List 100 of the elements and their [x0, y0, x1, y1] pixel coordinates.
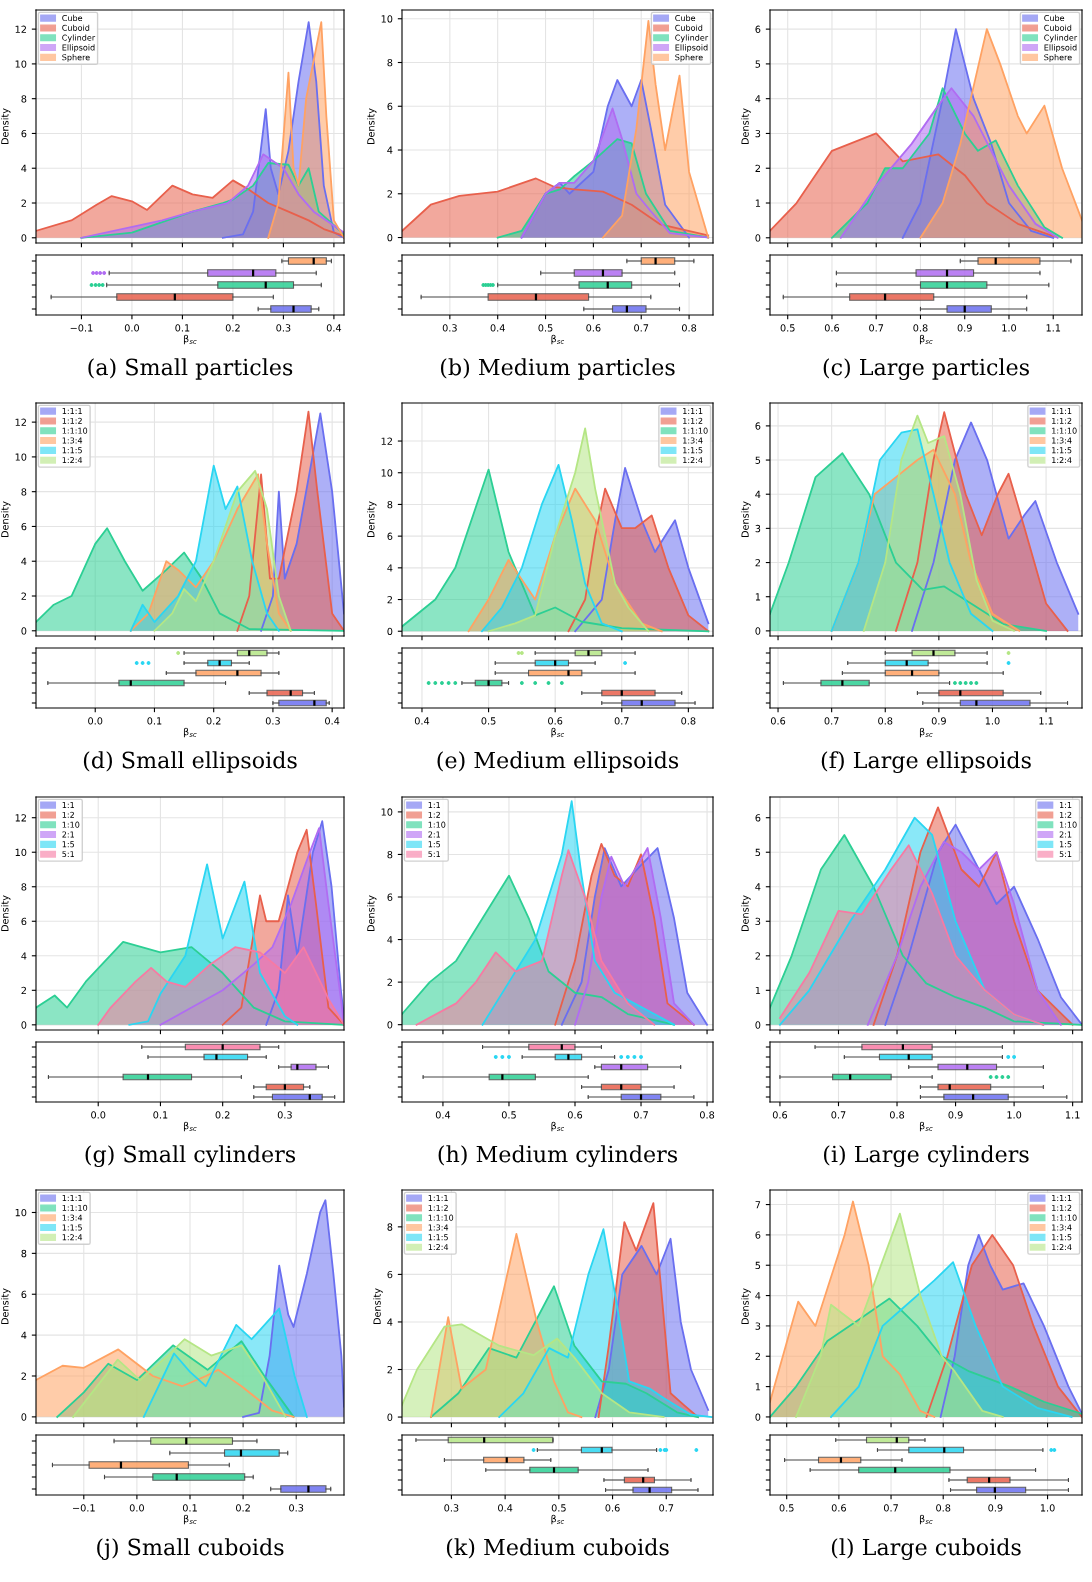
y-tick-label: 0 [21, 627, 27, 635]
y-axis-title: Density [741, 895, 751, 932]
legend-label: 1:1:2 [428, 1204, 448, 1211]
y-axis-title: Density [367, 501, 377, 538]
legend-label: 1:1:1 [1052, 408, 1072, 414]
y-tick-label: 0 [755, 234, 761, 242]
x-tick-label: 0.8 [681, 324, 697, 332]
y-tick-label: 5 [755, 60, 761, 68]
legend-label: 1:5 [428, 841, 441, 848]
x-tick-label: 0.5 [538, 324, 553, 332]
legend-label: 1:1:1 [428, 1195, 448, 1201]
legend-label: 1:3:4 [428, 1224, 449, 1231]
y-tick-label: 2 [755, 559, 760, 567]
legend-label: Cube [1044, 14, 1065, 22]
x-tick-label: 0.9 [931, 717, 946, 725]
legend-label: 1:1:10 [1052, 427, 1077, 434]
x-tick-label: 0.5 [551, 1504, 566, 1512]
x-axis-title: β$_{sc}$ [183, 334, 197, 345]
legend-label: Cuboid [1044, 24, 1072, 31]
x-tick-label: 0.1 [175, 324, 190, 332]
x-tick-label: 0.8 [936, 1504, 951, 1512]
y-axis-title: Density [367, 895, 377, 932]
legend-label: Cylinder [62, 34, 96, 43]
legend-label: 1:1:2 [1052, 417, 1072, 424]
legend-label: 1:3:4 [62, 437, 83, 444]
legend-label: 1:1:1 [683, 408, 703, 414]
x-tick-label: 0.4 [435, 1111, 451, 1119]
legend-label: 1:2 [1059, 811, 1072, 818]
x-tick-label: 0.8 [699, 1111, 715, 1119]
legend-label: 1:5 [62, 841, 75, 848]
legend-label: 1:3:4 [1052, 1224, 1072, 1231]
y-tick-label: 0 [755, 1021, 761, 1029]
x-tick-label: −0.1 [70, 324, 93, 332]
y-tick-label: 10 [381, 15, 393, 23]
text: (i) Large cylinders [824, 1145, 1029, 1168]
y-tick-label: 10 [15, 1208, 27, 1217]
legend-label: Cube [62, 14, 83, 22]
y-tick-label: 3 [755, 524, 761, 533]
text: (l) Large cuboids [831, 1538, 1021, 1561]
x-tick-label: 0.4 [414, 717, 430, 725]
x-axis-title: β$_{sc}$ [919, 1121, 933, 1132]
legend-label: 1:10 [428, 821, 446, 828]
y-tick-label: 10 [15, 848, 27, 857]
x-axis-title: β$_{sc}$ [919, 334, 933, 345]
legend-label: Ellipsoid [1044, 44, 1077, 53]
y-tick-label: 6 [21, 1290, 27, 1299]
legend-label: Cuboid [62, 24, 90, 31]
x-axis-title: β$_{sc}$ [919, 727, 933, 738]
y-tick-label: 0 [755, 1413, 761, 1421]
x-tick-label: 0.7 [633, 1111, 648, 1119]
y-tick-label: 0 [387, 234, 393, 242]
y-tick-label: 4 [755, 490, 761, 498]
x-tick-label: 0.9 [948, 1111, 963, 1119]
text: (j) Small cuboids [97, 1538, 284, 1561]
y-tick-label: 4 [21, 1331, 27, 1339]
x-tick-label: 0.1 [147, 717, 162, 725]
legend-label: 1:2 [62, 811, 74, 818]
y-tick-label: 3 [755, 129, 761, 138]
y-tick-label: 3 [755, 917, 761, 926]
y-axis-title: Density [741, 1288, 751, 1325]
y-tick-label: 10 [381, 469, 393, 477]
x-tick-label: 0.7 [883, 1504, 898, 1512]
legend-label: Cube [675, 14, 696, 22]
legend-label: 1:2:4 [62, 1234, 83, 1241]
y-tick-label: 12 [15, 814, 26, 822]
x-axis-title: β$_{sc}$ [551, 334, 565, 345]
text: (c) Large particles [823, 358, 1029, 381]
x-axis-title: β$_{sc}$ [551, 727, 565, 738]
legend-label: 1:3:4 [683, 437, 703, 444]
x-tick-label: 0.6 [567, 1111, 583, 1119]
text: (e) Medium ellipsoids [437, 751, 679, 773]
x-tick-label: 0.8 [681, 717, 696, 725]
y-tick-label: 6 [387, 102, 393, 111]
legend-label: 1:1:10 [428, 1214, 454, 1221]
legend-label: Ellipsoid [675, 44, 708, 53]
x-tick-label: 0.5 [481, 717, 496, 725]
x-tick-label: 0.7 [614, 717, 629, 725]
y-tick-label: 2 [755, 1352, 760, 1360]
x-tick-label: 0.7 [824, 717, 839, 725]
y-tick-label: 12 [381, 437, 392, 445]
legend-label: 1:2 [428, 811, 440, 818]
y-tick-label: 0 [21, 1413, 27, 1421]
x-axis-title: β$_{sc}$ [919, 1514, 933, 1525]
x-tick-label: 0.3 [442, 324, 457, 332]
y-tick-label: 6 [21, 917, 27, 926]
text: (h) Medium cylinders [438, 1145, 678, 1168]
y-tick-label: 2 [387, 596, 392, 604]
x-axis-title: β$_{sc}$ [183, 727, 197, 738]
legend-label: Cuboid [675, 24, 703, 31]
x-tick-label: 0.4 [326, 324, 342, 332]
x-axis-title: β$_{sc}$ [183, 1121, 197, 1132]
y-tick-label: 4 [755, 95, 761, 103]
y-tick-label: 0 [387, 627, 393, 636]
legend-label: 1:2:4 [683, 457, 703, 464]
x-tick-label: 1.0 [985, 717, 1000, 725]
y-tick-label: 6 [387, 893, 393, 901]
y-tick-label: 10 [15, 60, 27, 68]
legend-label: 1:3:4 [1052, 437, 1072, 444]
x-axis-title: β$_{sc}$ [551, 1121, 565, 1132]
legend-label: 1:1:5 [1052, 447, 1072, 454]
